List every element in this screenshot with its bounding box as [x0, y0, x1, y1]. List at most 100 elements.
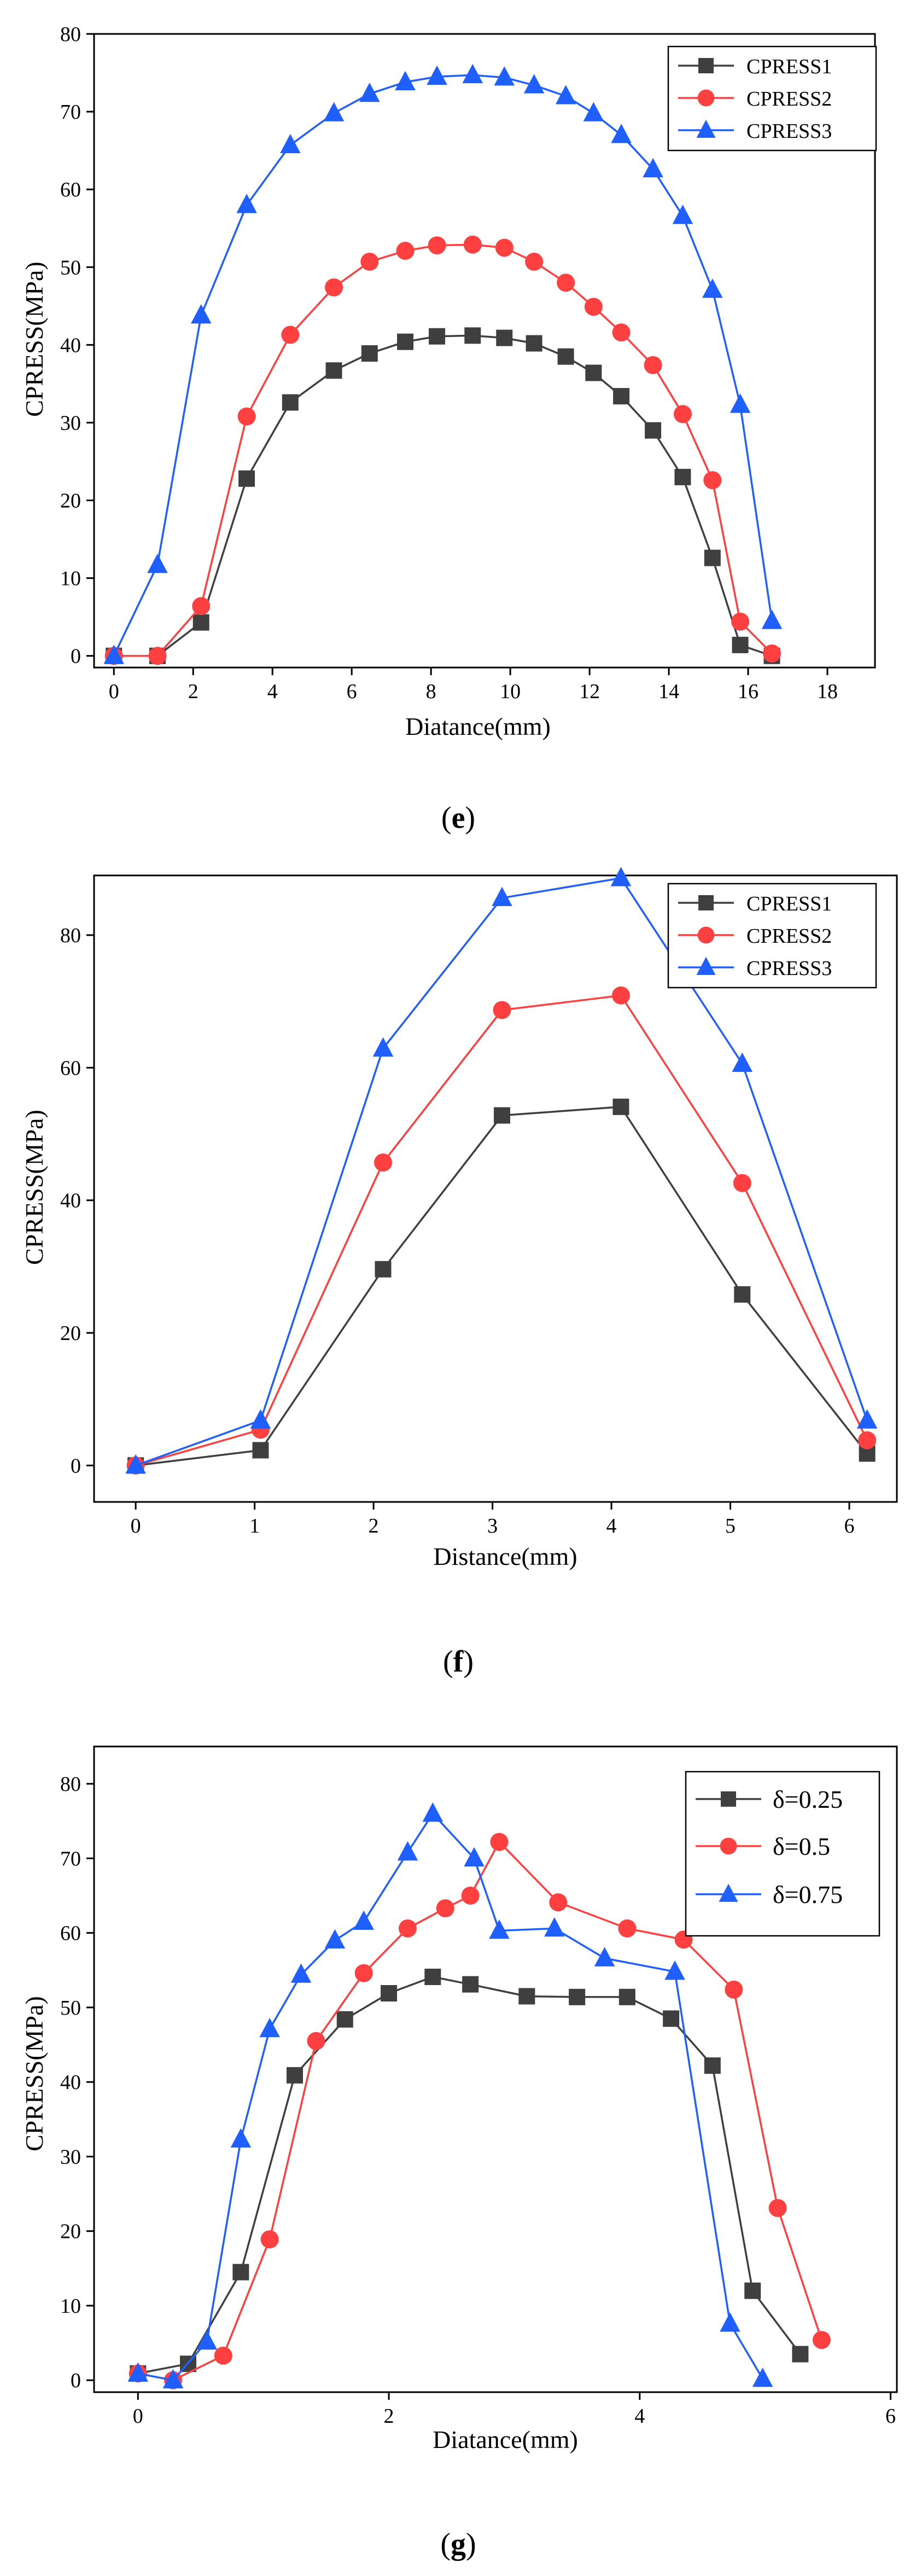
data-point-0-75: [720, 2312, 740, 2332]
data-point-0-25: [518, 1988, 535, 2005]
x-tick-label: 14: [658, 680, 679, 703]
x-tick-label: 4: [267, 680, 278, 703]
data-point-cpress1: [585, 364, 602, 381]
data-point-cpress1: [282, 394, 299, 411]
data-point-0-75: [594, 1947, 615, 1966]
data-point-0-25: [232, 2264, 249, 2281]
x-tick-label: 6: [347, 680, 357, 703]
data-point-0-75: [230, 2128, 252, 2148]
y-tick-label: 80: [60, 924, 81, 947]
data-point-cpress3: [395, 71, 416, 90]
legend-g: δ=0.25 δ=0.5 δ=0.75: [685, 1771, 880, 1937]
x-tick-label: 2: [384, 2405, 394, 2428]
y-tick-label: 20: [60, 490, 81, 513]
data-point-cpress2: [612, 323, 631, 342]
legend-marker-cpress2: [697, 89, 715, 107]
data-point-cpress1: [192, 614, 209, 631]
data-point-cpress3: [555, 85, 576, 105]
data-point-cpress3: [492, 886, 512, 907]
x-tick-label: 2: [369, 1515, 379, 1538]
legend-label-cpress2-e: CPRESS2: [746, 88, 832, 111]
data-point-cpress1: [325, 362, 342, 379]
plot-frame: [93, 874, 898, 1503]
legend-label-cpress1-f: CPRESS1: [746, 892, 832, 915]
legend-f: CPRESS1 CPRESS2 CPRESS3: [667, 883, 877, 989]
data-point-0-5: [436, 1899, 454, 1918]
data-point-cpress3: [611, 124, 632, 143]
data-point-0-5: [812, 2331, 831, 2349]
panel-label-f: (f): [443, 1645, 474, 1679]
data-point-cpress3: [643, 158, 663, 178]
data-point-cpress1: [526, 335, 542, 352]
data-point-cpress3: [359, 82, 380, 102]
plot-frame: [93, 1745, 898, 2393]
data-point-cpress2: [858, 1431, 877, 1449]
legend-marker-cpress1: [698, 58, 714, 73]
chart-panel-e: 0 2 4 6 8 10 12 14 16 18 0 10 20 30 40 50 60 70 80 Diatanc…: [20, 23, 877, 835]
data-point-0-75: [422, 1802, 444, 1822]
data-point-cpress2: [148, 647, 167, 665]
data-point-cpress1: [645, 422, 662, 439]
data-point-cpress2: [733, 1174, 751, 1192]
y-tick-label: 20: [60, 1322, 81, 1345]
data-point-cpress1: [704, 549, 721, 566]
y-tick-label: 40: [60, 1190, 81, 1212]
data-point-0-75: [259, 2017, 280, 2038]
data-point-cpress3: [250, 1409, 271, 1429]
x-tick-label: 4: [606, 1515, 617, 1538]
legend-marker-0-5: [720, 1837, 737, 1855]
data-point-0-5: [307, 2032, 325, 2050]
data-point-cpress1: [732, 636, 749, 653]
y-tick-label: 60: [60, 178, 81, 201]
data-point-0-5: [549, 1893, 568, 1912]
data-point-cpress2: [673, 405, 692, 423]
data-point-0-25: [663, 2010, 680, 2027]
data-point-0-75: [127, 2362, 149, 2382]
data-point-cpress3: [730, 393, 751, 413]
data-point-0-75: [489, 1919, 510, 1939]
data-point-cpress3: [190, 304, 212, 324]
legend-label-d025-g: δ=0.25: [773, 1785, 843, 1813]
data-point-0-5: [768, 2198, 787, 2217]
data-point-0-25: [619, 1988, 635, 2005]
panel-letter-e: e: [452, 801, 465, 835]
legend-label-cpress3-e: CPRESS3: [746, 120, 832, 143]
data-point-cpress1: [397, 333, 414, 350]
data-point-cpress2: [360, 252, 379, 271]
data-point-cpress1: [674, 468, 691, 485]
y-tick-label: 60: [60, 1922, 81, 1945]
data-point-cpress2: [374, 1153, 392, 1172]
y-tick-label: 40: [60, 334, 81, 357]
x-axis-label-e: Diatance(mm): [405, 712, 551, 740]
y-tick-label: 80: [60, 23, 81, 46]
data-point-0-75: [664, 1960, 685, 1980]
data-point-0-75: [162, 2369, 184, 2389]
plot-frame: [93, 33, 876, 669]
data-point-0-5: [354, 1964, 373, 1982]
legend-markers-e: [678, 58, 734, 138]
legend-marker-cpress3: [696, 956, 716, 975]
x-tick-label: 12: [579, 680, 600, 703]
data-point-0-5: [214, 2346, 232, 2365]
y-tick-label: 10: [60, 567, 81, 590]
x-tick-label: 10: [500, 680, 521, 703]
data-point-cpress1: [613, 388, 630, 405]
data-point-cpress3: [103, 645, 124, 664]
y-tick-label: 0: [71, 1454, 81, 1477]
data-point-cpress2: [584, 298, 603, 316]
legend-markers-f: [678, 895, 734, 975]
data-point-cpress3: [732, 1052, 753, 1072]
data-point-0-75: [397, 1841, 418, 1861]
data-point-cpress2: [493, 1001, 511, 1019]
y-axis-label-f: CPRESS(MPa): [20, 1110, 48, 1265]
data-point-cpress1: [557, 348, 574, 365]
data-point-cpress2: [237, 407, 256, 426]
panel-letter-f: f: [453, 1645, 464, 1679]
x-axis-label-g: Diatance(mm): [433, 2426, 578, 2453]
x-tick-label: 4: [634, 2405, 645, 2428]
data-point-cpress3: [462, 63, 483, 84]
data-point-0-25: [462, 1976, 479, 1993]
data-point-cpress2: [192, 597, 211, 616]
legend-label-d05-g: δ=0.5: [773, 1832, 830, 1860]
